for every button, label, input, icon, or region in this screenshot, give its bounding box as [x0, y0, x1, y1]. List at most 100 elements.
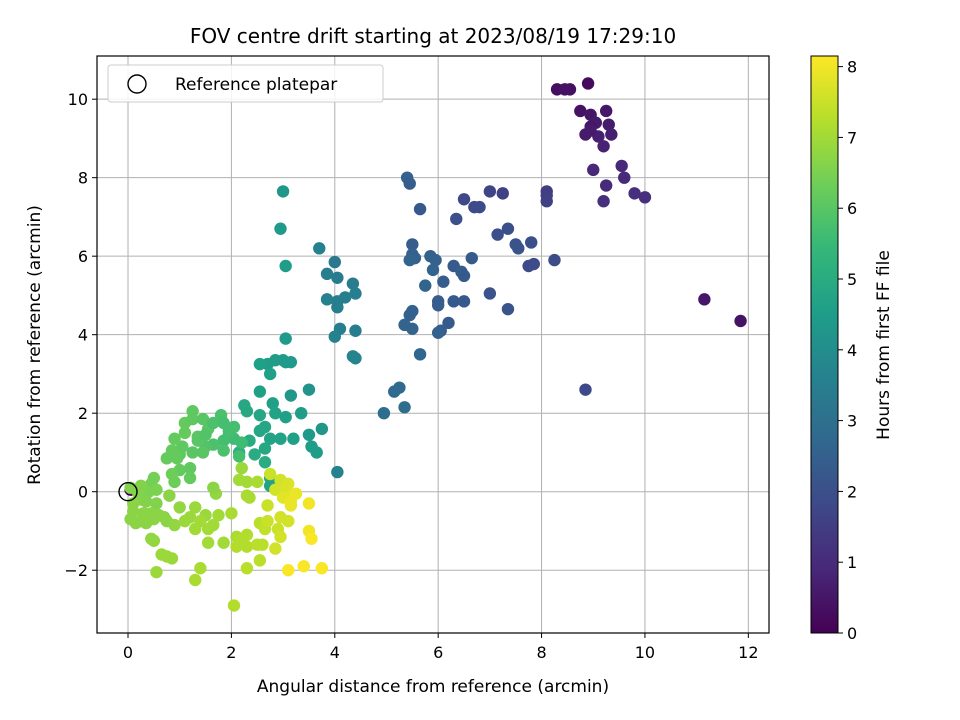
x-tick-label: 8: [536, 643, 546, 662]
data-point: [139, 495, 153, 508]
data-point: [450, 212, 463, 226]
data-point: [227, 599, 241, 612]
data-point: [442, 316, 455, 330]
colorbar-bar: [810, 55, 839, 634]
plot-frame: [96, 55, 770, 634]
data-point: [615, 159, 628, 173]
data-point: [253, 554, 267, 567]
data-point: [501, 302, 515, 316]
colorbar-tick-label: 1: [847, 553, 857, 572]
data-point: [406, 322, 419, 335]
data-point: [263, 367, 277, 381]
data-point: [243, 491, 256, 504]
data-point: [279, 410, 292, 424]
data-point: [279, 259, 292, 273]
data-point: [261, 514, 274, 528]
y-tick-label: 0: [78, 483, 88, 502]
data-point: [413, 202, 427, 216]
data-point: [279, 355, 292, 369]
data-point: [429, 253, 442, 267]
data-point: [251, 475, 264, 489]
data-point: [279, 332, 292, 345]
data-point: [186, 446, 199, 459]
data-point: [558, 83, 572, 96]
data-point: [263, 467, 277, 481]
data-point: [496, 187, 509, 200]
data-point: [328, 330, 341, 343]
data-point: [276, 185, 290, 198]
y-tick-label: 6: [78, 247, 88, 266]
data-point: [483, 287, 497, 300]
x-axis-label: Angular distance from reference (arcmin): [257, 677, 609, 697]
colorbar-tick-label: 4: [847, 341, 857, 360]
data-point: [165, 444, 179, 457]
data-point: [168, 518, 181, 532]
colorbar-tick-label: 5: [847, 270, 857, 289]
y-tick-label: −2: [64, 561, 88, 580]
data-point: [178, 426, 192, 440]
data-point: [638, 191, 652, 204]
data-point: [320, 293, 334, 306]
data-point: [274, 530, 287, 544]
data-point: [447, 295, 460, 308]
data-point: [150, 497, 163, 510]
data-point: [282, 563, 295, 577]
data-point: [457, 295, 471, 308]
data-point: [349, 287, 362, 300]
data-point: [183, 471, 197, 485]
data-point: [274, 222, 287, 235]
data-point: [419, 279, 432, 292]
legend-marker-icon: [127, 74, 147, 94]
x-tick-label: 0: [123, 643, 133, 662]
data-point: [413, 348, 427, 361]
colorbar: 0 1 2 3 4 5 6 7 8 Hours from first FF file: [810, 55, 894, 643]
data-point: [240, 405, 254, 418]
data-point: [212, 509, 225, 522]
data-point: [491, 228, 504, 241]
data-point: [173, 501, 186, 514]
data-point: [284, 389, 298, 402]
legend: Reference platepar: [107, 64, 384, 103]
data-point: [302, 497, 316, 510]
data-point: [258, 442, 272, 455]
data-point: [253, 408, 267, 422]
colorbar-tick-label: 8: [847, 58, 857, 77]
gridlines: [97, 56, 769, 633]
data-point: [310, 446, 323, 459]
data-point: [628, 187, 641, 200]
chart-title: FOV centre drift starting at 2023/08/19 …: [190, 24, 676, 48]
data-point: [437, 275, 450, 288]
data-point: [302, 383, 316, 396]
data-point: [346, 277, 360, 290]
data-point: [256, 538, 269, 551]
data-point: [602, 118, 615, 131]
data-point: [147, 512, 161, 526]
data-point: [297, 560, 310, 573]
data-point: [581, 77, 595, 90]
data-point: [349, 324, 362, 337]
data-point: [426, 263, 440, 277]
data-point: [274, 511, 287, 524]
y-axis-ticks: −2 0 2 4 6 8 10: [64, 90, 97, 580]
data-point: [457, 269, 471, 283]
data-point: [512, 242, 525, 255]
data-point: [483, 185, 497, 198]
data-point: [147, 534, 161, 547]
data-point: [163, 489, 176, 502]
data-point: [522, 259, 535, 273]
data-point: [274, 432, 287, 445]
data-point: [189, 573, 202, 587]
y-tick-label: 10: [68, 90, 88, 109]
data-point: [196, 412, 210, 426]
y-tick-label: 4: [78, 326, 88, 345]
data-point: [129, 516, 142, 530]
data-point: [235, 461, 248, 475]
data-point: [199, 428, 212, 441]
x-tick-label: 10: [635, 643, 655, 662]
data-point: [207, 416, 220, 430]
data-point: [263, 432, 277, 445]
data-point: [548, 253, 561, 267]
data-point: [227, 420, 241, 434]
data-point: [597, 140, 610, 153]
data-point: [183, 461, 197, 475]
